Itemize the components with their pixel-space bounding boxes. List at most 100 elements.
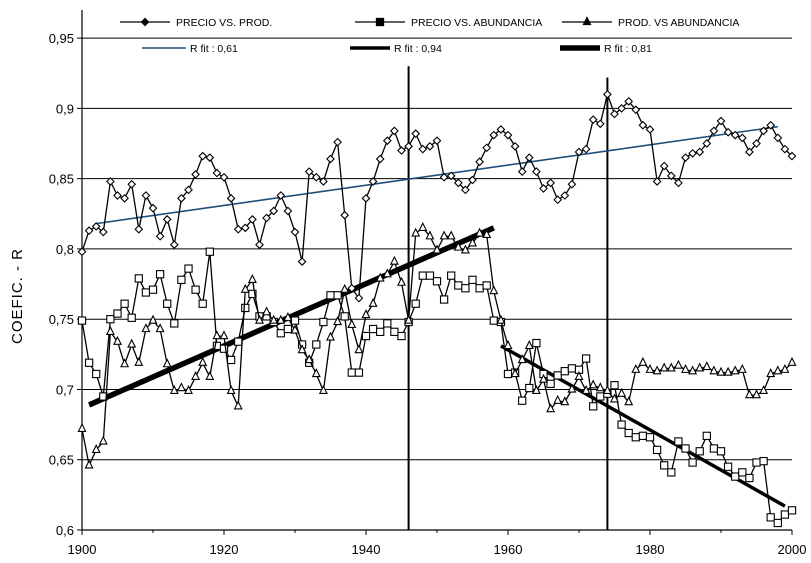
triangle-marker (290, 324, 300, 334)
triangle-marker (205, 370, 215, 380)
diamond-marker (141, 191, 151, 200)
square-marker (411, 299, 420, 308)
legend-item: PRECIO VS. PROD. (120, 17, 272, 29)
diamond-marker (730, 130, 740, 140)
triangle-marker (496, 314, 506, 324)
triangle-marker (134, 356, 144, 366)
diamond-marker (581, 144, 591, 154)
diamond-marker (212, 168, 222, 178)
triangle-marker (340, 283, 350, 293)
square-marker (127, 313, 136, 322)
diamond-marker (127, 179, 137, 189)
square-marker (787, 506, 797, 515)
square-marker (454, 281, 463, 290)
triangle-marker (546, 403, 556, 413)
diamond-marker (510, 141, 520, 151)
triangle-marker (645, 363, 655, 373)
triangle-marker (425, 230, 435, 240)
diamond-marker (574, 147, 584, 157)
diamond-marker (240, 223, 250, 233)
triangle-marker (255, 314, 264, 324)
triangle-marker (617, 387, 627, 397)
triangle-marker (652, 365, 662, 375)
triangle-marker (432, 244, 442, 254)
square-marker (489, 316, 498, 325)
square-marker (759, 456, 768, 466)
diamond-marker (496, 125, 506, 134)
diamond-marker (432, 136, 442, 146)
series-diamond (77, 89, 797, 303)
triangle-marker (262, 306, 272, 316)
diamond-marker (290, 227, 300, 237)
diamond-marker (560, 191, 570, 200)
square-marker (475, 284, 484, 293)
diamond-marker (84, 226, 94, 236)
square-marker (134, 274, 143, 283)
square-marker (546, 379, 555, 388)
diamond-marker (482, 143, 492, 153)
series-triangle (77, 222, 797, 469)
square-marker (226, 355, 236, 365)
triangle-marker (368, 297, 378, 307)
triangle-marker (318, 385, 328, 395)
triangle-marker (695, 362, 705, 372)
diamond-marker (645, 125, 655, 134)
diamond-marker (411, 129, 421, 139)
diamond-marker (326, 154, 335, 164)
square-marker (766, 513, 775, 522)
triangle-marker (453, 241, 463, 251)
square-marker (368, 324, 378, 334)
triangle-marker (517, 354, 527, 364)
legend-label: R fit : 0,61 (190, 43, 238, 55)
diamond-marker (716, 116, 726, 126)
triangle-marker (446, 230, 456, 240)
triangle-marker (624, 396, 634, 406)
square-marker (482, 281, 491, 290)
square-marker (248, 289, 257, 299)
square-marker (660, 461, 669, 470)
square-marker (447, 271, 456, 280)
legend-item: R fit : 0,81 (560, 43, 652, 55)
diamond-marker (404, 141, 413, 151)
square-marker (560, 367, 569, 376)
diamond-marker (162, 215, 172, 224)
legend: PRECIO VS. PROD. PRECIO VS. ABUNDANCIA PRO… (120, 16, 739, 55)
square-marker (667, 468, 676, 477)
triangle-marker (411, 227, 421, 237)
triangle-marker (191, 370, 201, 380)
triangle-marker (347, 318, 357, 328)
diamond-marker (418, 144, 428, 154)
diamond-marker (113, 191, 122, 200)
diamond-marker (233, 224, 243, 234)
triangle-marker (468, 237, 477, 247)
diamond-marker (205, 153, 215, 162)
diamond-marker (184, 185, 193, 195)
square-marker (163, 299, 172, 308)
square-marker (596, 392, 605, 401)
triangle-marker (389, 255, 399, 265)
square-marker (375, 17, 385, 27)
triangle-marker (510, 368, 520, 378)
diamond-marker (723, 127, 733, 137)
triangle-marker (333, 316, 343, 326)
square-marker (645, 433, 655, 442)
diamond-marker (461, 185, 470, 195)
square-marker (113, 309, 122, 318)
diamond-marker (304, 167, 314, 176)
square-marker (752, 458, 761, 467)
diamond-marker (759, 126, 768, 136)
data-series (77, 89, 797, 528)
square-marker (283, 324, 293, 334)
triangle-marker (482, 229, 492, 239)
diamond-marker (745, 147, 754, 157)
diamond-marker (91, 222, 101, 231)
square-marker (709, 444, 719, 453)
square-marker (418, 271, 427, 280)
legend-label: R fit : 0,81 (604, 43, 652, 55)
square-marker (205, 247, 214, 256)
square-marker (99, 392, 108, 401)
square-marker (219, 344, 229, 353)
square-marker (234, 337, 243, 346)
triangle-marker (276, 314, 286, 324)
